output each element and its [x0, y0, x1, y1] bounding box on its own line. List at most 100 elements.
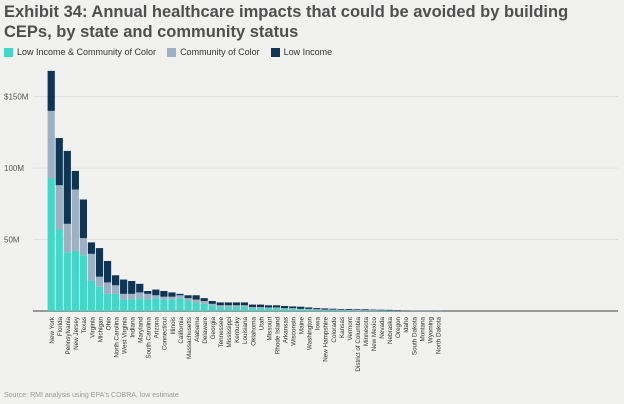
x-tick-label: Mississippi [226, 317, 233, 347]
bar-segment-li-coc [273, 308, 281, 311]
bar-segment-li [79, 199, 87, 239]
bar-segment-coc [176, 295, 184, 299]
bar-segment-li-coc [184, 300, 192, 311]
bar-segment-li [329, 308, 337, 310]
x-tick-label: New Mexico [371, 317, 378, 352]
bar-segment-li-coc [224, 306, 232, 311]
bar-segment-li-coc [120, 299, 128, 311]
bar-segment-li-coc [136, 298, 144, 311]
bar-segment-coc [79, 238, 87, 256]
x-tick-label: Delaware [202, 317, 209, 344]
bar-segment-li-coc [87, 280, 96, 311]
x-tick-label: Illinois [170, 317, 177, 335]
bar-segment-coc [224, 305, 232, 307]
x-tick-label: Oklahoma [250, 317, 257, 346]
bar-segment-li-coc [47, 178, 55, 311]
bar-segment-li [337, 308, 345, 310]
bar-segment-li-coc [297, 309, 305, 311]
legend-swatch-li [270, 47, 280, 57]
x-tick-label: Maine [299, 317, 306, 335]
bar-segment-li [353, 309, 361, 310]
bar-segment-li [128, 280, 136, 294]
bar-segment-li-coc [95, 286, 104, 311]
legend-item-coc: Community of Color [167, 47, 260, 57]
bar-segment-li-coc [240, 306, 248, 311]
x-tick-label: West Virginia [121, 317, 128, 354]
legend-swatch-coc [167, 47, 177, 57]
bar-segment-coc [289, 308, 297, 309]
x-tick-label: Missouri [266, 317, 273, 340]
bar-segment-li-coc [216, 306, 224, 311]
bar-segment-li-coc [337, 310, 345, 311]
x-tick-label: Montana [419, 317, 426, 342]
bar-segment-li [168, 292, 176, 297]
x-tick-label: Ohio [105, 317, 112, 331]
bar-segment-li [240, 302, 248, 306]
x-tick-label: Nebraska [387, 317, 394, 344]
bar-segment-li [112, 275, 120, 286]
bar-segment-li [264, 305, 273, 308]
x-tick-label: Colorado [331, 317, 338, 343]
bar-segment-coc [47, 110, 55, 179]
bar-segment-li [95, 248, 104, 277]
x-tick-label: Indiana [130, 317, 137, 338]
x-tick-label: New York [49, 316, 56, 343]
bar-segment-li [289, 306, 297, 309]
bar-segment-li [345, 308, 353, 310]
bar-segment-li [361, 309, 369, 311]
x-tick-label: Rhode Island [274, 317, 281, 355]
bar-segment-li-coc [313, 309, 321, 311]
bar-segment-li-coc [281, 308, 289, 311]
bar-segment-li-coc [232, 306, 240, 311]
bar-segment-coc [128, 293, 136, 300]
x-tick-label: Arkansas [282, 317, 289, 343]
bar-segment-coc [192, 299, 200, 303]
bar-segment-coc [168, 296, 176, 300]
y-tick-label: 100M [4, 164, 24, 173]
bar-segment-li-coc [345, 310, 353, 311]
x-tick-label: South Carolina [146, 317, 153, 359]
x-tick-label: Kentucky [234, 316, 241, 343]
bar-segment-li-coc [305, 309, 313, 311]
bar-segment-coc [95, 276, 104, 287]
y-tick-label: $150M [4, 93, 29, 102]
bar-segment-coc [200, 300, 208, 304]
bar-segment-li-coc [144, 299, 152, 311]
x-tick-label: Wyoming [427, 317, 434, 344]
legend-swatch-li-coc [4, 47, 13, 57]
bar-segment-li-coc [63, 252, 71, 311]
x-tick-label: Nevada [379, 317, 386, 339]
bar-segment-li [136, 283, 144, 293]
x-tick-label: North Carolina [113, 317, 120, 358]
bar-segment-li [273, 305, 281, 308]
bar-segment-li-coc [329, 309, 337, 311]
bar-segment-coc [71, 189, 79, 251]
x-tick-label: South Dakota [411, 317, 418, 356]
bar-segment-li-coc [208, 305, 216, 311]
bar-segment-li-coc [361, 310, 369, 311]
bar-segment-li-coc [168, 299, 176, 311]
bar-segment-coc [112, 285, 120, 294]
x-tick-label: Texas [81, 317, 88, 333]
bar-segment-li-coc [256, 307, 265, 311]
bar-segment-li [305, 307, 313, 309]
bar-segment-li-coc [353, 310, 361, 311]
x-tick-label: Florida [57, 317, 64, 337]
legend: Low Income & Community of Color Communit… [4, 45, 343, 59]
x-tick-label: Kansas [339, 317, 346, 338]
bar-segment-coc [103, 282, 112, 294]
x-tick-label: Louisiana [242, 317, 249, 344]
y-tick-label: 50M [4, 236, 20, 245]
bar-segment-coc [248, 307, 257, 308]
bar-segment-li-coc [321, 309, 329, 311]
x-tick-label: Minnesota [363, 317, 370, 347]
bar-segment-coc [184, 298, 192, 301]
bar-segment-li-coc [55, 229, 63, 311]
bar-segment-coc [281, 308, 289, 309]
bar-segment-li-coc [369, 310, 377, 311]
bar-segment-li-coc [264, 308, 273, 311]
x-tick-label: Massachusetts [186, 317, 193, 359]
bar-segment-li [208, 300, 216, 304]
bar-segment-coc [264, 307, 273, 309]
